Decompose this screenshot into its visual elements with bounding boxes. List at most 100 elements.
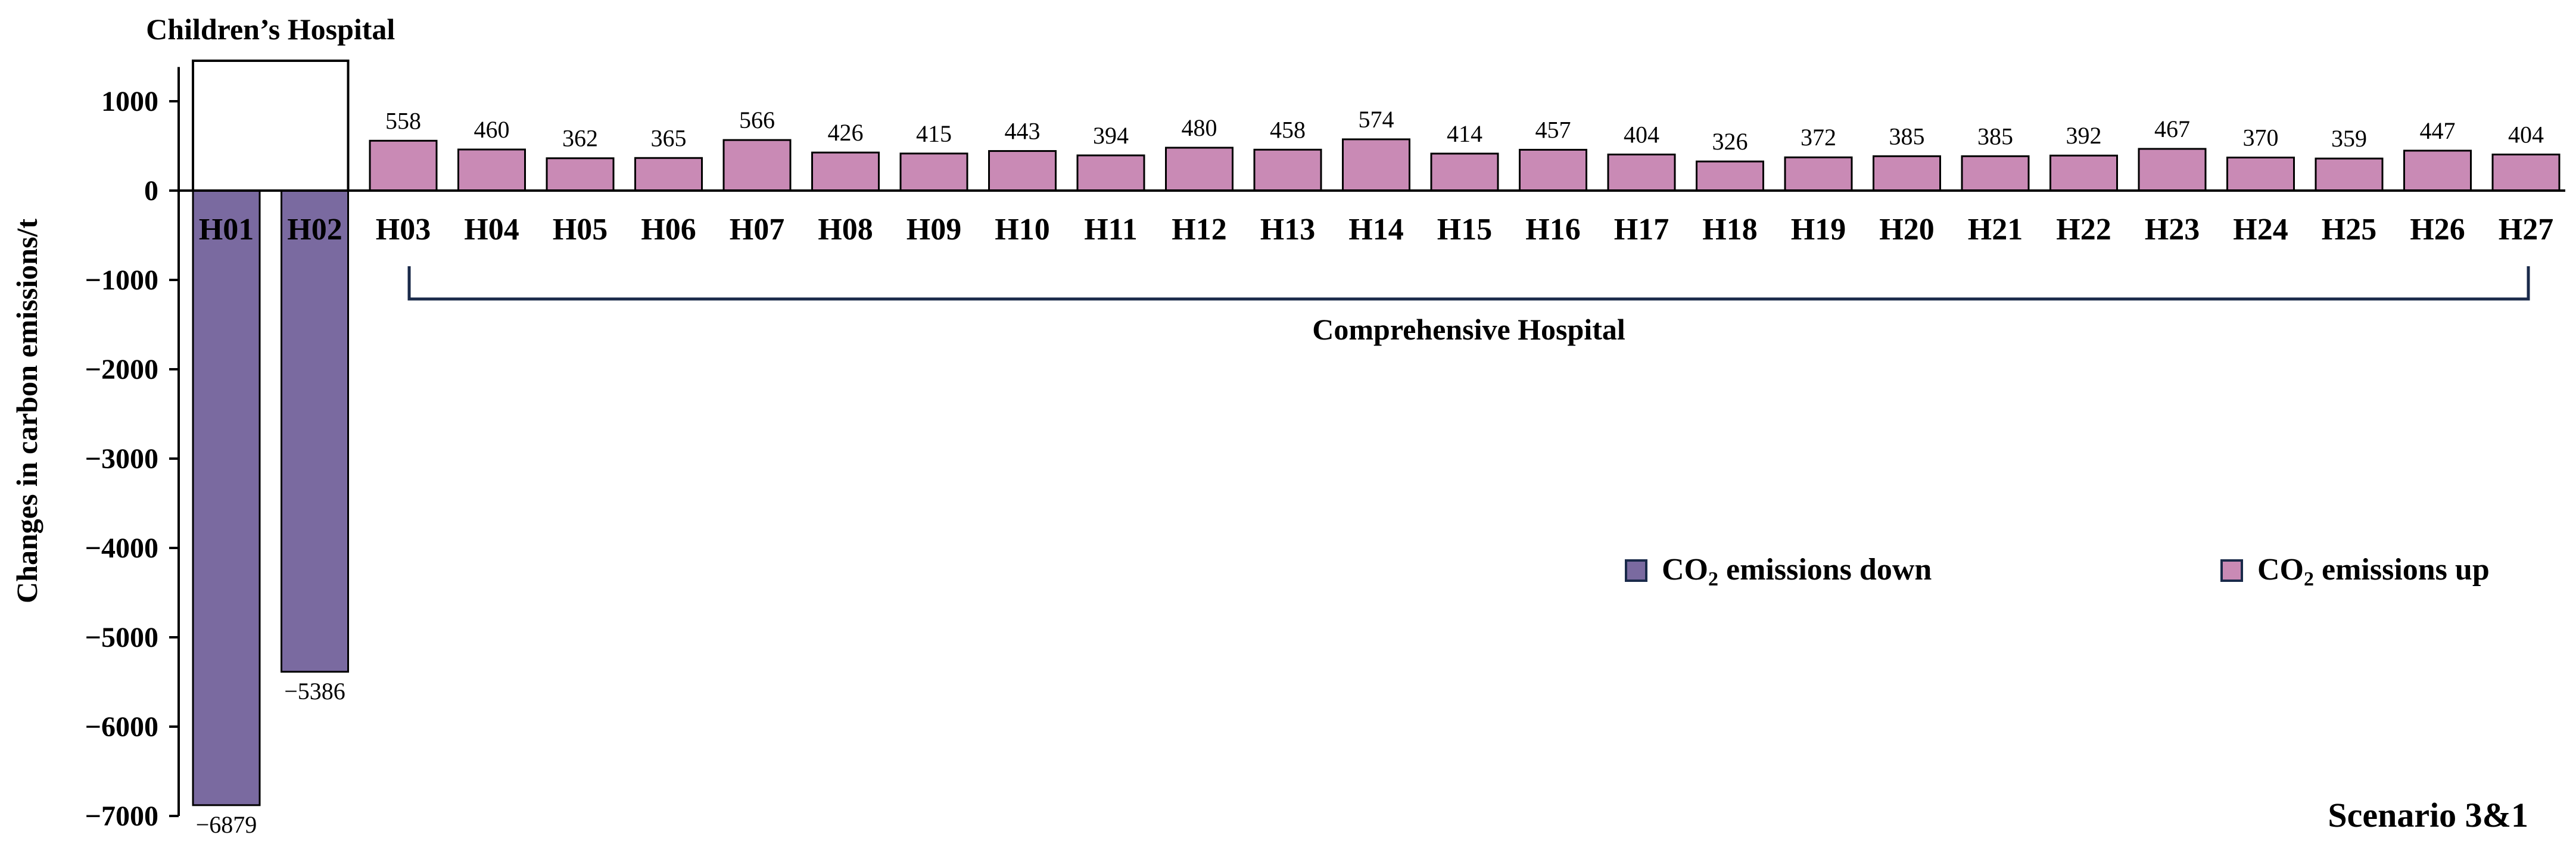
category-label-h04: H04: [464, 213, 519, 247]
y-axis: 1000 0 −1000 −2000 −3000 −4000 −5000 −6000 −7000: [85, 67, 180, 832]
category-label-h09: H09: [907, 213, 961, 247]
value-label-h15: 414: [1447, 120, 1482, 147]
y-tick-label: 0: [144, 175, 158, 207]
value-label-h23: 467: [2154, 116, 2190, 142]
category-label-h16: H16: [1525, 213, 1580, 247]
value-label-h19: 372: [1801, 124, 1836, 151]
y-tick-label: 1000: [101, 86, 158, 117]
value-label-h09: 415: [916, 120, 952, 147]
bar-h19: [1784, 156, 1853, 192]
bar-h07: [722, 139, 792, 192]
category-label-h14: H14: [1348, 213, 1403, 247]
y-tick-label: −7000: [85, 800, 158, 832]
category-label-h07: H07: [730, 213, 784, 247]
bar-h13: [1253, 148, 1322, 192]
value-label-h26: 447: [2420, 117, 2456, 144]
value-label-h21: 385: [1977, 123, 2013, 149]
value-label-h16: 457: [1535, 116, 1571, 143]
category-label-h25: H25: [2322, 213, 2376, 247]
bar-h03: [369, 139, 438, 192]
category-label-h10: H10: [995, 213, 1049, 247]
comprehensive-hospital-label: Comprehensive Hospital: [1312, 313, 1625, 346]
bar-h16: [1519, 148, 1587, 192]
category-label-h18: H18: [1702, 213, 1757, 247]
value-label-h22: 392: [2066, 122, 2102, 149]
bar-h04: [457, 148, 526, 192]
value-label-h17: 404: [1624, 121, 1659, 148]
category-label-h06: H06: [641, 213, 696, 247]
bars: [179, 138, 2565, 806]
bar-h24: [2226, 157, 2295, 192]
bar-h15: [1430, 152, 1499, 192]
value-label-h27: 404: [2508, 121, 2544, 148]
value-label-h25: 359: [2331, 125, 2367, 152]
bar-h02: [281, 189, 349, 673]
value-label-h10: 443: [1005, 118, 1041, 145]
category-label-h27: H27: [2499, 213, 2553, 247]
bar-h25: [2315, 157, 2384, 192]
bar-h05: [546, 157, 615, 192]
category-label-h03: H03: [376, 213, 431, 247]
category-label-h21: H21: [1968, 213, 2023, 247]
value-label-h11: 394: [1093, 122, 1129, 149]
bar-h27: [2491, 153, 2561, 192]
legend-label-down: CO2 emissions down: [1662, 553, 1932, 590]
bar-h01: [192, 189, 261, 806]
value-label-h08: 426: [828, 119, 864, 146]
group-annotations: Children’s Hospital Comprehensive Hospita…: [146, 13, 2530, 346]
category-label-h15: H15: [1437, 213, 1492, 247]
bar-h26: [2403, 149, 2472, 192]
bar-h11: [1076, 154, 1145, 192]
bar-h23: [2138, 148, 2207, 192]
value-label-h01: −6879: [196, 811, 257, 838]
y-tick-label: −4000: [85, 532, 158, 564]
value-label-h14: 574: [1359, 106, 1394, 133]
value-label-h02: −5386: [284, 678, 345, 705]
legend-swatch-down: [1625, 559, 1647, 582]
category-labels: H01 H02 H03 H04 H05 H06 H07 H08 H09 H10 H11 H12 H13 H…: [199, 213, 2553, 247]
bar-h18: [1696, 160, 1764, 192]
value-label-h20: 385: [1889, 123, 1925, 149]
category-label-h01: H01: [199, 213, 254, 247]
y-tick-label: −3000: [85, 443, 158, 475]
value-label-h13: 458: [1270, 116, 1306, 143]
legend-label-up: CO2 emissions up: [2257, 553, 2490, 590]
bar-h22: [2049, 154, 2118, 192]
value-label-h06: 365: [651, 124, 687, 151]
y-tick-label: −6000: [85, 711, 158, 743]
bar-h10: [988, 150, 1057, 192]
category-label-h24: H24: [2233, 213, 2288, 247]
legend-swatch-up: [2220, 559, 2243, 582]
category-label-h23: H23: [2145, 213, 2200, 247]
bar-h09: [899, 152, 968, 192]
category-label-h22: H22: [2056, 213, 2111, 247]
value-label-h04: 460: [474, 116, 510, 143]
bar-h14: [1342, 138, 1410, 192]
value-label-h03: 558: [385, 107, 421, 134]
childrens-hospital-box: [192, 60, 350, 191]
childrens-hospital-label: Children’s Hospital: [146, 13, 395, 46]
bar-h12: [1165, 147, 1234, 192]
value-label-h18: 326: [1712, 128, 1748, 155]
legend: CO2 emissions down CO2 emissions up: [1625, 553, 2490, 590]
category-label-h08: H08: [818, 213, 873, 247]
comprehensive-hospital-bracket: [407, 266, 2530, 301]
y-tick-label: −1000: [85, 264, 158, 296]
category-label-h11: H11: [1084, 213, 1138, 247]
category-label-h13: H13: [1260, 213, 1315, 247]
category-label-h19: H19: [1791, 213, 1846, 247]
bar-h20: [1873, 155, 1941, 192]
value-labels: −6879 −5386 558 460 362 365 566 426 415 443 394 480…: [196, 106, 2544, 838]
bar-h08: [811, 151, 880, 192]
category-label-h20: H20: [1879, 213, 1934, 247]
category-label-h17: H17: [1614, 213, 1669, 247]
category-label-h05: H05: [553, 213, 608, 247]
y-tick-label: −5000: [85, 622, 158, 653]
value-label-h24: 370: [2243, 124, 2279, 151]
y-axis-label: Changes in carbon emissions/t: [10, 219, 43, 603]
bar-h17: [1607, 153, 1676, 192]
category-label-h26: H26: [2410, 213, 2465, 247]
category-label-h12: H12: [1172, 213, 1226, 247]
value-label-h05: 362: [562, 125, 598, 152]
